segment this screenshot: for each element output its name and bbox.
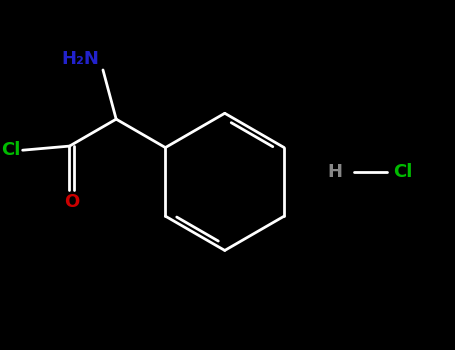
Text: O: O — [64, 193, 80, 211]
Text: Cl: Cl — [1, 141, 20, 159]
Text: Cl: Cl — [393, 163, 413, 181]
Text: H₂N: H₂N — [61, 50, 99, 68]
Text: H: H — [327, 163, 342, 181]
